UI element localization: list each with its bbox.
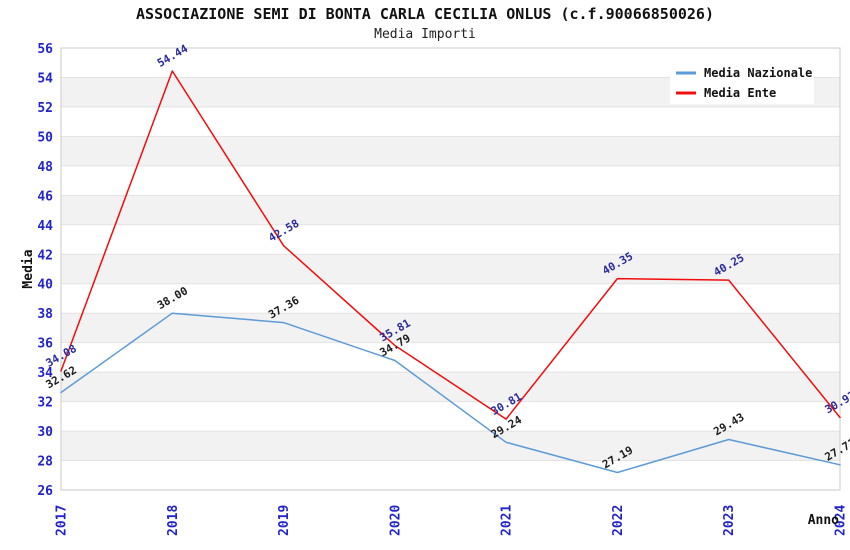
y-tick-label: 38 — [37, 307, 53, 322]
y-tick-label: 26 — [37, 484, 53, 499]
y-tick-label: 32 — [37, 396, 53, 411]
y-tick-label: 46 — [37, 189, 53, 204]
data-label: 38.00 — [155, 284, 190, 312]
legend: Media Nazionale Media Ente — [670, 59, 814, 104]
legend-label: Media Ente — [704, 86, 776, 100]
x-tick-label: 2017 — [55, 505, 70, 536]
series-line-media-ente — [60, 70, 841, 420]
plot-bands — [61, 77, 840, 461]
chart-title: ASSOCIAZIONE SEMI DI BONTA CARLA CECILIA… — [136, 5, 714, 23]
data-label: 54.44 — [155, 42, 191, 70]
x-tick-label: 2023 — [722, 505, 737, 536]
x-axis-title: Anno — [808, 513, 839, 528]
x-axis-ticks: 2017 2018 2019 2020 2021 2022 2023 2024 — [55, 505, 849, 536]
y-axis-title: Media — [21, 249, 36, 288]
x-tick-label: 2024 — [834, 505, 849, 536]
plot-border — [60, 47, 841, 491]
gridlines — [61, 76, 840, 462]
x-tick-label: 2019 — [277, 505, 292, 536]
legend-label: Media Nazionale — [704, 66, 812, 80]
y-tick-label: 28 — [37, 455, 53, 470]
y-tick-label: 48 — [37, 160, 53, 175]
y-tick-label: 56 — [37, 42, 53, 57]
y-tick-label: 54 — [37, 71, 53, 86]
x-tick-label: 2020 — [388, 505, 403, 536]
y-tick-label: 34 — [37, 366, 53, 381]
y-tick-label: 50 — [37, 130, 53, 145]
y-tick-label: 52 — [37, 101, 53, 116]
y-tick-label: 36 — [37, 337, 53, 352]
y-axis-ticks: 26 28 30 32 34 36 38 40 42 44 46 48 50 52 54 56 — [37, 42, 53, 499]
x-tick-label: 2021 — [500, 505, 515, 536]
y-tick-label: 44 — [37, 219, 53, 234]
chart-subtitle: Media Importi — [374, 27, 476, 42]
y-tick-label: 30 — [37, 425, 53, 440]
legend-box — [670, 59, 814, 104]
x-tick-label: 2022 — [611, 505, 626, 536]
y-tick-label: 42 — [37, 248, 53, 263]
x-tick-label: 2018 — [166, 505, 181, 536]
series-line-media-nazionale — [60, 312, 841, 474]
y-tick-label: 40 — [37, 278, 53, 293]
